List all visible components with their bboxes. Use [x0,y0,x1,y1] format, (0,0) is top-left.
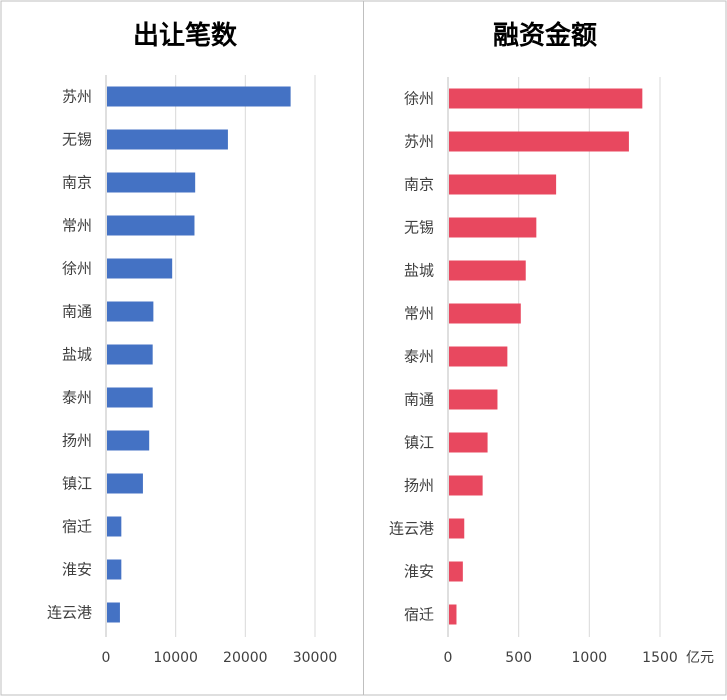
tick-labels: 0 500 1000 1500 [444,650,678,666]
bar-7 [449,389,498,410]
bar-2 [449,174,557,195]
tick-label: 20000 [223,650,268,666]
category-label: 连云港 [389,520,434,538]
bar-6 [449,346,508,367]
category-label: 南京 [62,174,92,192]
tick-labels: 0 10000 20000 30000 [102,650,338,666]
bar-5 [449,303,521,324]
bar-5 [107,301,154,322]
category-label: 南通 [62,303,92,321]
bar-6 [107,344,153,365]
category-label: 淮安 [62,561,92,579]
category-label: 盐城 [62,346,92,364]
bar-10 [107,516,122,537]
unit-label: 亿元 [686,650,714,666]
tick-label: 1000 [572,650,608,666]
category-label: 淮安 [404,563,434,581]
bar-12 [107,602,120,623]
category-label: 常州 [404,305,434,323]
category-label: 徐州 [404,90,434,108]
category-label: 宿迁 [62,518,92,536]
category-label: 徐州 [62,260,92,278]
panel-title-transfer-count: 出让笔数 [133,20,238,51]
category-label: 泰州 [404,348,434,366]
tick-label: 10000 [153,650,198,666]
panel-title-financing-amount: 融资金额 [493,20,597,51]
bars [449,88,643,625]
category-label: 南通 [404,391,434,409]
bar-1 [449,131,629,152]
category-label: 宿迁 [404,606,434,624]
tick-label: 0 [444,650,453,666]
bar-4 [107,258,173,279]
bar-8 [107,430,150,451]
bar-1 [107,129,228,150]
bar-2 [107,172,196,193]
bar-11 [449,561,463,582]
bar-7 [107,387,153,408]
category-label: 连云港 [47,604,92,622]
bar-9 [449,475,483,496]
tick-label: 500 [505,650,532,666]
category-label: 盐城 [404,262,434,280]
category-label: 常州 [62,217,92,235]
bar-9 [107,473,143,494]
category-label: 南京 [404,176,434,194]
gridlines [105,75,316,637]
tick-label: 30000 [293,650,338,666]
bar-3 [107,215,195,236]
category-label: 苏州 [404,133,434,151]
category-label: 扬州 [404,477,434,495]
tick-label: 1500 [642,650,678,666]
bar-12 [449,604,457,625]
category-label: 无锡 [62,131,92,149]
bar-8 [449,432,488,453]
category-label: 镇江 [62,475,92,493]
bar-4 [449,260,526,281]
bar-11 [107,559,122,580]
category-label: 泰州 [62,389,92,407]
tick-label: 0 [102,650,111,666]
category-label: 扬州 [62,432,92,450]
bar-3 [449,217,537,238]
bar-10 [449,518,465,539]
category-label: 镇江 [404,434,434,452]
bar-0 [107,86,291,107]
bar-0 [449,88,643,109]
category-label: 苏州 [62,88,92,106]
category-label: 无锡 [404,219,434,237]
gridlines [447,77,661,637]
bars [107,86,291,623]
